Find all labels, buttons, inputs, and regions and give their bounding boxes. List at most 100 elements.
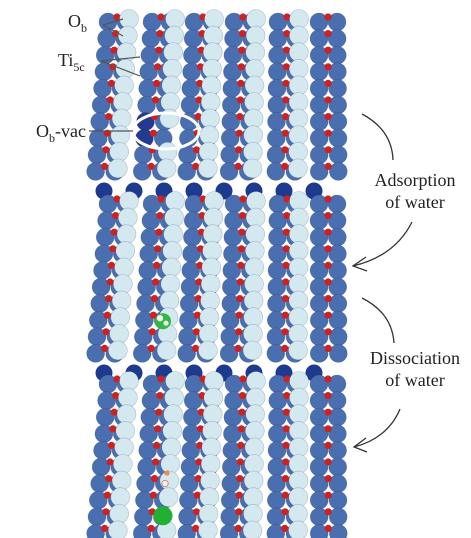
in-plane-oxygen-atom	[235, 491, 243, 499]
in-plane-oxygen-atom	[106, 458, 114, 466]
bridging-oxygen-atom	[245, 59, 265, 79]
bridging-oxygen-atom	[111, 290, 132, 311]
bridging-oxygen-atom	[201, 257, 222, 278]
in-plane-oxygen-atom	[147, 162, 155, 170]
in-plane-oxygen-atom	[194, 295, 202, 303]
ti5c-atom	[309, 344, 329, 363]
bridging-oxygen-atom	[113, 274, 133, 294]
in-plane-oxygen-atom	[156, 29, 164, 38]
hydrogen-atom	[164, 470, 170, 476]
bridging-oxygen-atom	[200, 92, 221, 112]
label-ti5c: Ti5c	[58, 50, 85, 74]
in-plane-oxygen-atom	[236, 113, 244, 121]
bridging-oxygen-atom	[110, 487, 131, 508]
in-plane-oxygen-atom	[324, 113, 332, 121]
in-plane-oxygen-atom	[107, 261, 116, 269]
bridging-oxygen-atom	[242, 520, 263, 538]
in-plane-oxygen-atom	[150, 475, 159, 483]
deep-atom	[185, 182, 203, 200]
in-plane-oxygen-atom	[282, 458, 290, 466]
in-plane-oxygen-atom	[234, 344, 242, 352]
in-plane-oxygen-atom	[155, 46, 163, 54]
in-plane-oxygen-atom	[282, 408, 291, 416]
bridging-oxygen-atom	[246, 191, 266, 211]
in-plane-oxygen-atom	[105, 475, 113, 483]
bridging-oxygen-atom	[201, 75, 222, 96]
in-plane-oxygen-atom	[281, 146, 289, 154]
bridging-oxygen-atom	[204, 9, 224, 29]
ti5c-atom	[328, 507, 348, 527]
in-plane-oxygen-atom	[192, 146, 201, 154]
in-plane-oxygen-atom	[237, 261, 245, 269]
bridging-oxygen-atom	[198, 323, 219, 344]
in-plane-oxygen-atom	[110, 408, 118, 416]
bridging-oxygen-atom	[198, 340, 218, 361]
bridging-oxygen-atom	[198, 158, 218, 179]
bridging-oxygen-atom	[289, 371, 309, 391]
in-plane-oxygen-atom	[152, 96, 160, 104]
bridging-oxygen-atom	[200, 274, 221, 294]
bridging-oxygen-atom	[162, 420, 182, 441]
bridging-oxygen-atom	[204, 371, 224, 391]
hydrogen-atom	[156, 315, 164, 322]
ti5c-atom	[266, 344, 286, 363]
bridging-oxygen-atom	[118, 207, 138, 228]
in-plane-oxygen-atom	[155, 408, 163, 416]
bridging-oxygen-atom	[288, 75, 309, 96]
in-plane-oxygen-atom	[234, 524, 242, 533]
in-plane-oxygen-atom	[324, 245, 332, 253]
in-plane-oxygen-atom	[238, 46, 246, 54]
hydrogen-atom	[161, 480, 169, 488]
bridging-oxygen-atom	[165, 9, 185, 29]
bridging-oxygen-atom	[160, 274, 181, 294]
in-plane-oxygen-atom	[324, 295, 332, 303]
water-oxygen-atom	[155, 313, 171, 330]
bridging-oxygen-atom	[165, 371, 185, 391]
bridging-oxygen-atom	[116, 224, 137, 244]
bridging-oxygen-atom	[203, 25, 224, 46]
bridging-oxygen-atom	[164, 25, 184, 46]
in-plane-oxygen-atom	[152, 458, 160, 466]
in-plane-oxygen-atom	[113, 375, 121, 383]
in-plane-oxygen-atom	[238, 212, 247, 220]
bridging-oxygen-atom	[245, 404, 265, 425]
in-plane-oxygen-atom	[324, 508, 332, 516]
in-plane-oxygen-atom	[235, 328, 243, 336]
ti5c-atom	[309, 162, 329, 181]
in-plane-oxygen-atom	[238, 392, 247, 400]
in-plane-oxygen-atom	[237, 63, 245, 71]
bridging-oxygen-atom	[288, 59, 309, 79]
ti5c-atom	[328, 294, 348, 313]
ti5c-atom	[86, 344, 105, 363]
bridging-oxygen-atom	[243, 487, 263, 508]
bridging-oxygen-atom	[244, 454, 264, 474]
in-plane-oxygen-atom	[157, 13, 165, 21]
hydroxyl-oxygen-atom	[153, 506, 173, 526]
in-plane-oxygen-atom	[281, 524, 289, 533]
adsorption-arrow-upper-arc	[361, 113, 394, 161]
bridging-oxygen-atom	[288, 92, 309, 112]
bridging-oxygen-atom	[198, 520, 218, 538]
in-plane-oxygen-atom	[112, 29, 120, 38]
in-plane-oxygen-atom	[107, 79, 116, 87]
bridging-oxygen-atom	[202, 420, 222, 441]
in-plane-oxygen-atom	[324, 63, 332, 71]
bridging-oxygen-atom	[156, 158, 177, 179]
in-plane-oxygen-atom	[156, 392, 164, 400]
bridging-oxygen-atom	[246, 371, 266, 391]
in-plane-oxygen-atom	[153, 79, 161, 87]
ti5c-atom	[328, 128, 348, 148]
in-plane-oxygen-atom	[156, 212, 164, 220]
step-dissociation-line2: of water	[385, 370, 444, 390]
in-plane-oxygen-atom	[113, 13, 121, 21]
ti5c-atom	[132, 524, 152, 538]
ti5c-atom	[177, 524, 196, 538]
ti5c-atom	[328, 474, 348, 493]
bridging-oxygen-atom	[289, 387, 309, 408]
bridging-oxygen-atom	[113, 92, 133, 112]
bridging-oxygen-atom	[289, 207, 309, 228]
dissociation-arrow-upper-arc	[361, 297, 395, 344]
bridging-oxygen-atom	[160, 92, 181, 112]
in-plane-oxygen-atom	[281, 344, 289, 352]
in-plane-oxygen-atom	[152, 278, 160, 286]
